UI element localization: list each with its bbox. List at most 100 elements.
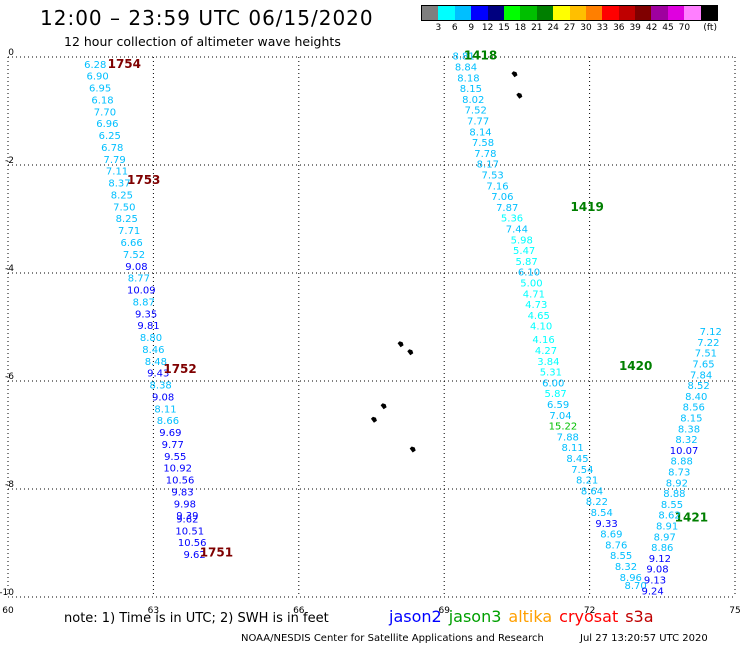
wave-height-value: 9.08 xyxy=(646,565,668,576)
wave-height-value: 8.38 xyxy=(678,424,700,435)
legend-swatch xyxy=(487,6,504,20)
island-marker xyxy=(409,446,416,453)
island-marker xyxy=(407,349,414,356)
wave-height-value: 10.07 xyxy=(670,446,699,457)
track-time-label: 1752 xyxy=(163,362,196,376)
wave-height-value: 9.33 xyxy=(595,519,617,530)
y-tick-label: -6 xyxy=(5,372,14,382)
legend-swatch xyxy=(602,6,619,20)
satellite-tracks: 6.286.906.956.187.706.966.256.787.797.11… xyxy=(84,49,722,598)
legend-swatch xyxy=(635,6,652,20)
legend-swatch xyxy=(618,6,636,20)
wave-height-value: 9.39 xyxy=(176,511,198,522)
wave-height-value: 8.66 xyxy=(157,416,179,427)
wave-height-value: 8.45 xyxy=(566,454,588,465)
wave-height-value: 7.52 xyxy=(465,106,487,117)
footer-date: Jul 27 13:20:57 UTC 2020 xyxy=(580,633,708,644)
wave-height-value: 9.69 xyxy=(159,428,181,439)
legend-tick-label: 39 xyxy=(629,23,641,33)
wave-height-value: 6.25 xyxy=(99,131,121,142)
wave-height-value: 8.62 xyxy=(658,511,680,522)
satellite-jason2: jason2 xyxy=(389,607,442,626)
wave-height-value: 8.21 xyxy=(576,476,598,487)
wave-height-value: 8.84 xyxy=(455,63,477,74)
wave-height-value: 7.78 xyxy=(474,149,496,160)
wave-height-value: 9.24 xyxy=(641,586,663,597)
wave-height-value: 4.65 xyxy=(528,311,550,322)
legend-swatch xyxy=(585,6,603,20)
legend-swatch xyxy=(422,6,439,20)
wave-height-value: 6.18 xyxy=(91,95,113,106)
wave-height-value: 7.11 xyxy=(106,167,128,178)
wave-height-value: 8.96 xyxy=(620,573,642,584)
wave-height-value: 10.09 xyxy=(127,286,156,297)
wave-height-value: 8.86 xyxy=(651,543,673,554)
y-tick-label: 0 xyxy=(8,48,14,58)
wave-height-value: 8.69 xyxy=(600,530,622,541)
legend-swatch xyxy=(667,6,685,20)
wave-height-value: 6.00 xyxy=(542,378,564,389)
wave-height-value: 7.06 xyxy=(491,192,513,203)
track-time-label: 1754 xyxy=(108,57,141,71)
track-time-label: 1421 xyxy=(675,510,708,524)
wave-height-value: 8.25 xyxy=(116,214,138,225)
wave-height-value: 9.83 xyxy=(171,487,193,498)
wave-height-value: 4.16 xyxy=(532,335,554,346)
wave-height-value: 6.95 xyxy=(89,84,111,95)
y-tick-label: -8 xyxy=(5,480,14,490)
legend-swatch xyxy=(454,6,472,20)
track-time-label: 1753 xyxy=(127,173,160,187)
wave-height-value: 9.98 xyxy=(174,499,196,510)
legend-tick-label: 33 xyxy=(596,23,609,33)
legend-swatch xyxy=(536,6,554,20)
wave-height-value: 9.62 xyxy=(176,514,198,525)
island-marker xyxy=(516,92,523,99)
wave-height-value: 7.54 xyxy=(571,465,593,476)
track-time-label: 1420 xyxy=(619,359,652,373)
wave-height-value: 5.98 xyxy=(511,235,533,246)
legend-tick-label: 36 xyxy=(613,23,625,33)
island-marker xyxy=(380,403,387,410)
satellite-legend: jason2 jason3 altika cryosat s3a xyxy=(389,607,661,626)
wave-height-value: 7.12 xyxy=(700,327,722,338)
wave-height-value: 8.81 xyxy=(452,52,474,63)
wave-height-value: 10.56 xyxy=(166,476,195,487)
legend-swatch xyxy=(651,6,668,20)
island-marker xyxy=(397,341,404,348)
legend-tick-label: 30 xyxy=(580,23,592,33)
wave-height-value: 7.79 xyxy=(103,155,125,166)
wave-height-value: 7.53 xyxy=(482,171,504,182)
wave-height-value: 8.73 xyxy=(668,468,690,479)
axis-ticks: 60 63 66 69 72 75 0 -2 -4 -6 -8 -10 xyxy=(0,48,740,616)
x-tick-label: 75 xyxy=(729,606,740,616)
wave-height-value: 8.15 xyxy=(460,84,482,95)
wave-height-value: 8.77 xyxy=(128,274,150,285)
legend-swatch xyxy=(553,6,570,20)
legend-swatch xyxy=(438,6,455,20)
wave-height-value: 7.51 xyxy=(695,349,717,360)
color-legend: 3 6 9 12 15 18 21 24 27 30 33 36 39 42 45 70 (ft) xyxy=(421,5,719,33)
legend-swatch xyxy=(569,6,586,20)
wave-height-value: 5.31 xyxy=(540,368,562,379)
wave-height-value: 7.77 xyxy=(467,117,489,128)
y-tick-label: -2 xyxy=(5,156,14,166)
wave-height-value: 8.22 xyxy=(586,497,608,508)
wave-height-value: 9.08 xyxy=(152,392,174,403)
wave-height-value: 8.15 xyxy=(680,414,702,425)
wave-height-value: 8.54 xyxy=(591,508,613,519)
page-subtitle: 12 hour collection of altimeter wave hei… xyxy=(64,34,341,49)
x-tick-label: 72 xyxy=(584,606,595,616)
satellite-altika: altika xyxy=(508,607,553,626)
page-title: 12:00 – 23:59 UTC 06/15/2020 xyxy=(40,6,374,30)
wave-height-value: 9.62 xyxy=(183,550,205,561)
legend-swatch xyxy=(503,6,521,20)
wave-height-value: 5.87 xyxy=(545,389,567,400)
wave-height-value: 10.56 xyxy=(178,538,207,549)
wave-height-value: 9.43 xyxy=(147,369,169,380)
wave-height-value: 6.59 xyxy=(547,400,569,411)
wave-height-value: 8.88 xyxy=(663,489,685,500)
legend-labels: 3 6 9 12 15 18 21 24 27 30 33 36 39 42 45 70 (ft) xyxy=(421,21,718,33)
wave-height-value: 4.71 xyxy=(523,289,545,300)
wave-height-value: 8.48 xyxy=(145,357,167,368)
wave-height-value: 8.32 xyxy=(675,435,697,446)
